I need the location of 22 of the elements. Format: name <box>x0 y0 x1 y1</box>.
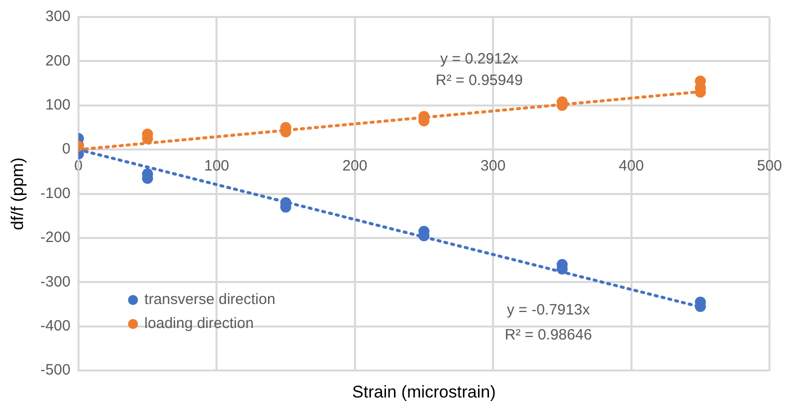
annotation: R² = 0.95949 <box>436 72 523 89</box>
annotation: y = -0.7913x <box>506 302 590 319</box>
annotation: y = 0.2912x <box>440 50 519 68</box>
annotation: R² = 0.98646 <box>504 326 592 344</box>
y-tick-label: -200 <box>40 229 70 246</box>
y-axis-title: df/f (ppm) <box>8 157 27 230</box>
legend-label: transverse direction <box>144 291 276 308</box>
y-tick-label: -400 <box>40 318 70 335</box>
legend-label: loading direction <box>144 315 254 332</box>
y-tick-label: 300 <box>45 8 70 26</box>
y-tick-label: -300 <box>40 273 70 290</box>
x-tick-label: 100 <box>204 158 230 175</box>
x-tick-label: 400 <box>618 158 644 175</box>
x-tick-label: 500 <box>756 158 782 175</box>
y-tick-label: 0 <box>62 140 70 158</box>
y-tick-label: 200 <box>45 52 70 70</box>
x-axis-title: Strain (microstrain) <box>352 382 496 402</box>
y-tick-label: 100 <box>45 96 70 114</box>
y-tick-label: -100 <box>40 184 70 202</box>
x-tick-label: 300 <box>480 158 506 175</box>
x-tick-label: 200 <box>342 158 368 175</box>
y-tick-label: -500 <box>40 362 70 379</box>
